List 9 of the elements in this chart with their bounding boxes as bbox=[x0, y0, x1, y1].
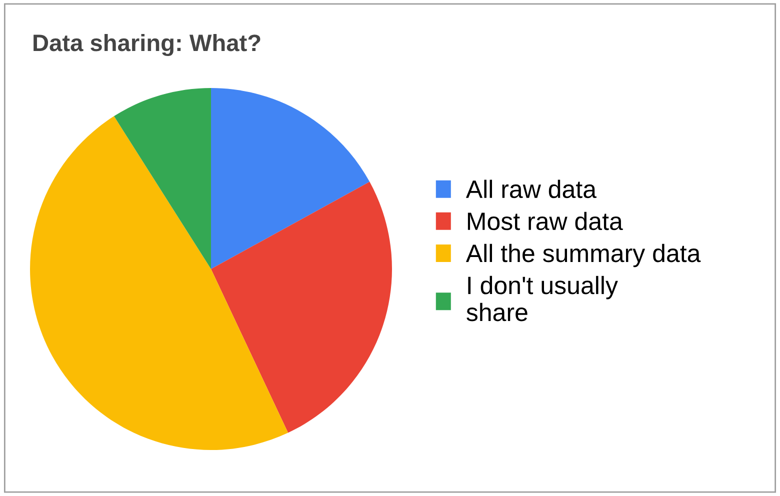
pie-slice bbox=[211, 182, 392, 433]
legend-label: All the summary data bbox=[466, 244, 701, 268]
pie-slice bbox=[211, 88, 370, 269]
legend-label: I don't usually share bbox=[466, 276, 618, 322]
pie-slice bbox=[30, 116, 288, 450]
legend-label: All raw data bbox=[466, 180, 597, 198]
pie-slice bbox=[114, 88, 211, 269]
legend-label: Most raw data bbox=[468, 212, 623, 230]
chart-title: Data sharing: What? bbox=[34, 34, 260, 56]
